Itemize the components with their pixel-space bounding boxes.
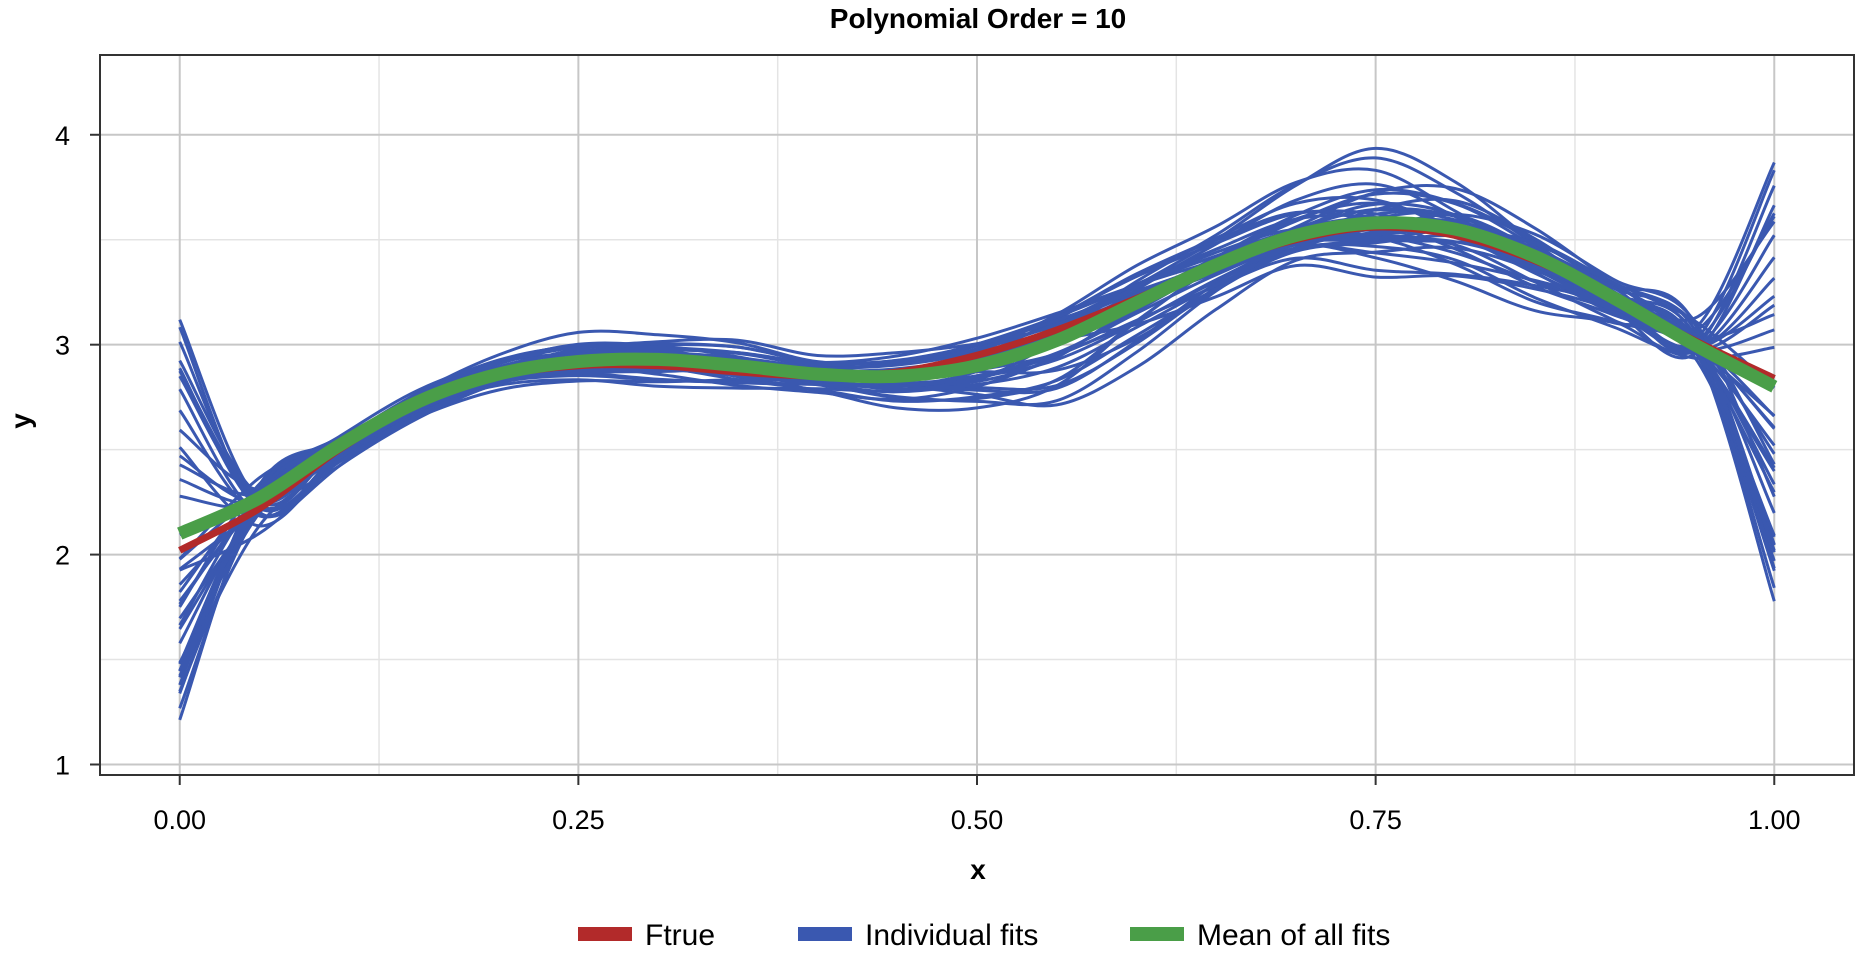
mean-fit-line: [177, 216, 1778, 540]
y-tick-label: 3: [55, 331, 70, 361]
legend-key: [798, 927, 852, 941]
legend-label: Individual fits: [865, 919, 1038, 952]
x-tick-label: 1.00: [1748, 805, 1801, 835]
legend-label: Ftrue: [645, 919, 715, 952]
x-tick-label: 0.00: [153, 805, 206, 835]
chart-title: Polynomial Order = 10: [830, 3, 1126, 34]
legend: Ftrue Individual fits Mean of all fits: [578, 919, 1390, 952]
x-tick-label: 0.25: [552, 805, 605, 835]
x-tick-label: 0.75: [1349, 805, 1402, 835]
legend-key: [1130, 927, 1184, 941]
grid: [100, 55, 1854, 775]
series-group: [177, 216, 1778, 554]
y-tick-label: 1: [55, 751, 70, 781]
legend-key: [578, 927, 632, 941]
x-axis-title: x: [970, 854, 986, 885]
legend-label: Mean of all fits: [1197, 919, 1390, 952]
y-axis-title: y: [5, 413, 36, 429]
axes: 0.00 0.25 0.50 0.75 1.00 1 2 3 4: [55, 121, 1801, 835]
y-tick-label: 2: [55, 541, 70, 571]
y-tick-label: 4: [55, 121, 70, 151]
x-tick-label: 0.50: [951, 805, 1004, 835]
